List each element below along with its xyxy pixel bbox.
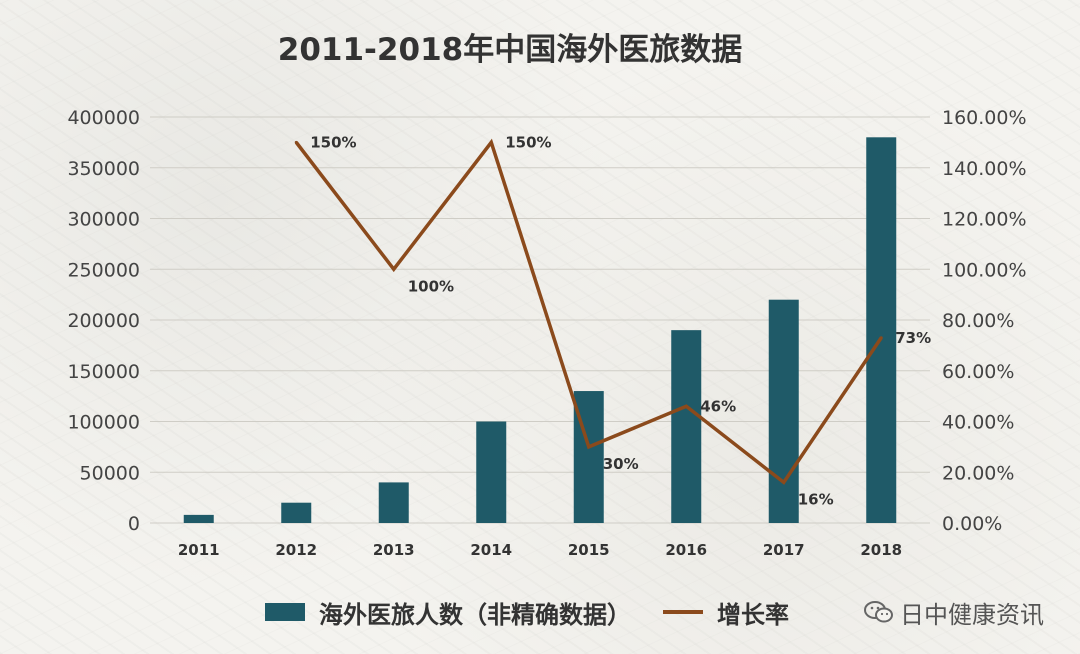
legend: 海外医旅人数（非精确数据） 增长率	[265, 592, 789, 632]
bar	[281, 502, 312, 523]
data-label: 100%	[408, 277, 454, 295]
x-tick-label: 2017	[763, 541, 805, 559]
line-point	[684, 404, 688, 408]
watermark: 日中健康资讯	[864, 592, 1044, 632]
data-label: 73%	[895, 329, 931, 347]
bar	[768, 299, 799, 523]
line-point	[587, 445, 591, 449]
x-tick-label: 2011	[178, 541, 220, 559]
watermark-text: 日中健康资讯	[900, 600, 1044, 629]
bar	[183, 514, 214, 523]
y-left-tick-label: 300000	[67, 209, 140, 231]
x-tick-label: 2014	[470, 541, 512, 559]
legend-bar-swatch	[265, 603, 305, 621]
data-label: 150%	[310, 133, 356, 151]
x-tick-label: 2015	[568, 541, 610, 559]
legend-line-label: 增长率	[717, 600, 789, 629]
y-right-tick-label: 100.00%	[942, 259, 1027, 281]
y-left-tick-label: 250000	[67, 259, 140, 281]
data-label: 46%	[700, 397, 736, 415]
y-left-tick-label: 0	[128, 513, 140, 535]
line-point	[294, 140, 298, 144]
y-left-tick-label: 400000	[67, 107, 140, 129]
bar	[476, 421, 507, 523]
y-right-tick-label: 60.00%	[942, 361, 1014, 383]
x-tick-label: 2013	[373, 541, 415, 559]
data-label: 16%	[798, 490, 834, 508]
line-point	[489, 140, 493, 144]
y-right-tick-label: 80.00%	[942, 310, 1014, 332]
legend-bar-label: 海外医旅人数（非精确数据）	[319, 600, 631, 629]
y-left-tick-label: 200000	[67, 310, 140, 332]
x-tick-label: 2016	[665, 541, 707, 559]
y-right-tick-label: 140.00%	[942, 158, 1027, 180]
data-label: 150%	[505, 133, 551, 151]
y-right-tick-label: 160.00%	[942, 107, 1027, 129]
data-label: 30%	[603, 455, 639, 473]
y-right-tick-label: 0.00%	[942, 513, 1002, 535]
line-point	[782, 480, 786, 484]
line-point	[879, 336, 883, 340]
y-left-tick-label: 150000	[67, 361, 140, 383]
chart-title: 2011-2018年中国海外医旅数据	[277, 32, 743, 68]
legend-line-swatch	[663, 610, 703, 614]
y-right-tick-label: 120.00%	[942, 209, 1027, 231]
y-right-tick-label: 40.00%	[942, 412, 1014, 434]
y-right-tick-label: 20.00%	[942, 462, 1014, 484]
y-left-tick-label: 350000	[67, 158, 140, 180]
bar	[378, 482, 409, 523]
wechat-icon	[864, 601, 893, 623]
x-tick-label: 2018	[860, 541, 902, 559]
x-tick-label: 2012	[275, 541, 317, 559]
y-left-tick-label: 50000	[80, 462, 140, 484]
line-point	[392, 267, 396, 271]
bar	[671, 330, 702, 523]
bar	[866, 137, 897, 524]
y-left-tick-label: 100000	[67, 412, 140, 434]
